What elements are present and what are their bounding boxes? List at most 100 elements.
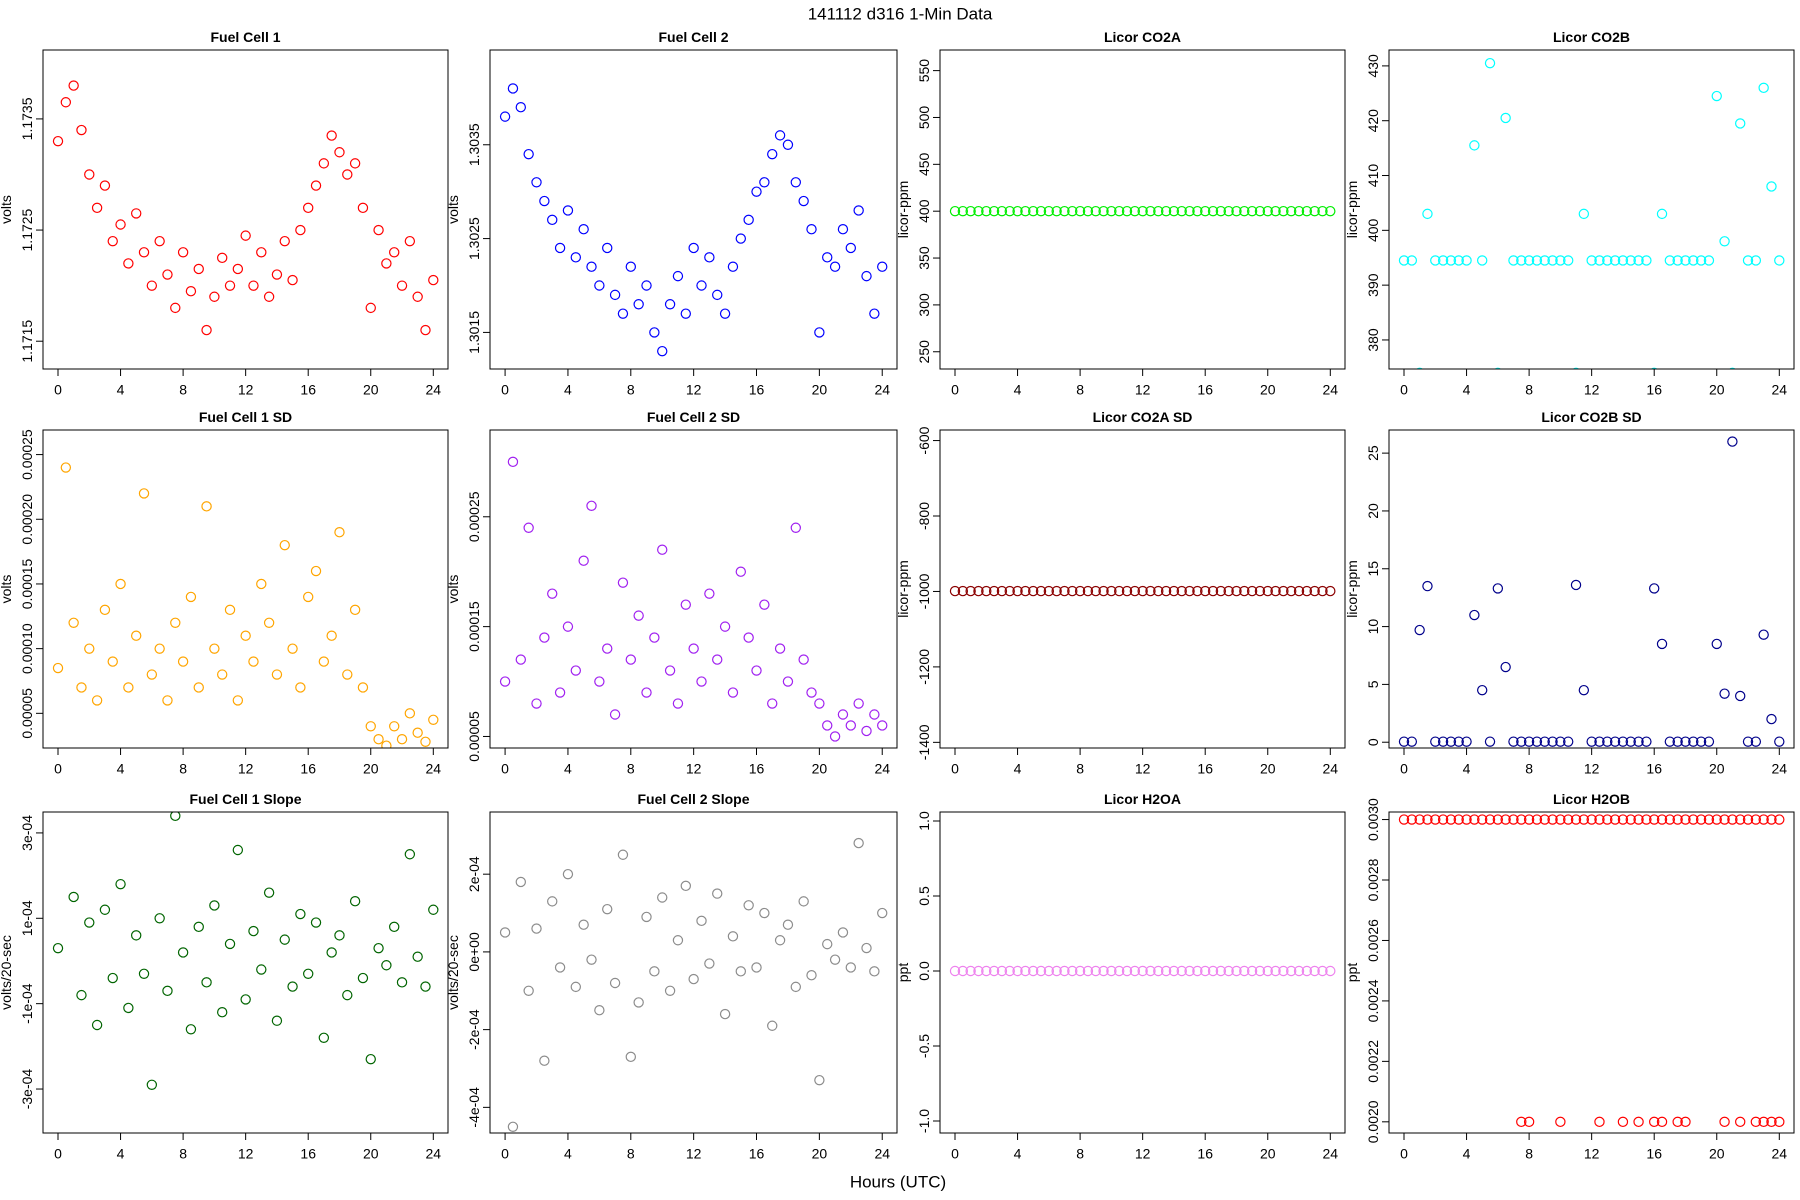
data-point <box>1758 1116 1769 1128</box>
points <box>949 585 1336 597</box>
data-point <box>822 720 833 731</box>
data-point <box>877 907 888 919</box>
data-point <box>531 923 542 934</box>
data-point <box>1572 367 1580 369</box>
data-point <box>547 896 558 907</box>
data-point <box>1082 205 1094 217</box>
data-point <box>1484 57 1496 69</box>
data-point <box>1254 205 1266 217</box>
data-point <box>248 925 259 937</box>
data-point <box>680 599 692 610</box>
data-point <box>1231 965 1242 977</box>
data-point <box>1043 205 1055 217</box>
data-point <box>1476 814 1488 825</box>
x-tick-label: 24 <box>1323 382 1339 398</box>
y-tick-label: 0.00015 <box>19 558 35 609</box>
data-point <box>767 1020 778 1031</box>
data-point <box>84 917 95 928</box>
data-point <box>578 919 589 930</box>
y-tick-label: 0 <box>1365 738 1381 746</box>
data-point <box>657 345 668 357</box>
data-point <box>814 327 825 338</box>
x-tick-label: 0 <box>54 1146 62 1162</box>
data-point <box>1500 112 1511 124</box>
y-tick-label: 410 <box>1365 164 1381 188</box>
y-tick-label: 0.00025 <box>19 429 35 480</box>
data-point <box>1430 814 1441 825</box>
y-tick-label: 0.0024 <box>1365 979 1381 1022</box>
y-tick-label: 450 <box>916 152 932 176</box>
data-point <box>1246 205 1258 217</box>
x-tick-label: 0 <box>54 761 62 777</box>
data-point <box>1555 736 1566 747</box>
panel: Licor CO2A licor-ppm 0 4 8 12 16 20 24 250 300 350 4… <box>895 29 1346 398</box>
data-point <box>507 83 519 94</box>
x-tick-label: 0 <box>1400 761 1408 777</box>
data-point <box>625 1051 637 1063</box>
panel-title: Licor CO2A SD <box>1093 409 1193 425</box>
y-tick-label: 300 <box>916 293 932 317</box>
y-tick-label: 1.3015 <box>466 311 482 354</box>
y-axis-label: licor-ppm <box>895 560 911 618</box>
data-point <box>664 665 676 676</box>
y-axis-label: licor-ppm <box>1344 560 1360 618</box>
x-tick-label: 0 <box>951 761 959 777</box>
data-point <box>256 247 267 258</box>
data-point <box>1719 688 1730 699</box>
data-point <box>263 887 275 898</box>
x-tick-label: 8 <box>1525 382 1533 398</box>
data-point <box>1067 205 1078 217</box>
data-point <box>1398 736 1410 747</box>
data-point <box>1547 814 1558 825</box>
data-point <box>1445 814 1457 825</box>
data-point <box>1137 965 1148 977</box>
data-point <box>657 544 668 555</box>
x-tick-label: 8 <box>1076 382 1084 398</box>
y-tick-label: 0.0030 <box>1365 798 1381 841</box>
x-tick-label: 20 <box>1709 1146 1725 1162</box>
data-point <box>1672 814 1683 825</box>
points <box>499 83 888 357</box>
data-point <box>1293 205 1305 217</box>
data-point <box>515 876 527 888</box>
data-point <box>1555 1116 1566 1128</box>
data-point <box>349 158 361 169</box>
data-point <box>1145 205 1156 217</box>
data-point <box>1703 736 1715 747</box>
data-point <box>91 695 103 706</box>
data-point <box>1098 965 1109 977</box>
data-point <box>1043 585 1055 597</box>
data-point <box>404 849 416 860</box>
x-tick-label: 4 <box>564 382 572 398</box>
data-point <box>1422 208 1433 220</box>
data-point <box>1184 585 1195 597</box>
data-point <box>1200 205 1211 217</box>
data-point <box>1531 814 1543 825</box>
data-point <box>957 965 969 977</box>
x-tick-label: 12 <box>686 761 702 777</box>
data-point <box>84 643 95 654</box>
data-point <box>539 632 550 643</box>
data-point <box>727 931 739 942</box>
y-tick-label: -3e-04 <box>19 1069 35 1110</box>
y-tick-label: 0.00010 <box>19 623 35 674</box>
data-point <box>1602 736 1613 747</box>
data-point <box>217 1006 228 1018</box>
panel: Fuel Cell 1 Slope volts/20-sec 0 4 8 12 16 20 24… <box>0 791 449 1162</box>
data-point <box>1555 255 1566 266</box>
data-point <box>1278 965 1289 977</box>
data-point <box>1145 585 1156 597</box>
data-point <box>52 662 64 674</box>
data-point <box>869 308 880 319</box>
data-point <box>115 219 126 230</box>
data-point <box>869 709 880 720</box>
data-point <box>1625 736 1636 747</box>
data-point <box>594 676 605 687</box>
data-point <box>806 970 817 981</box>
data-point <box>1215 205 1227 217</box>
panel: Licor H2OB ppt 0 4 8 12 16 20 24 0.0020 0.0022 0.00… <box>1344 791 1795 1162</box>
data-point <box>1309 965 1320 977</box>
data-point <box>641 280 652 291</box>
data-point <box>1476 684 1488 696</box>
